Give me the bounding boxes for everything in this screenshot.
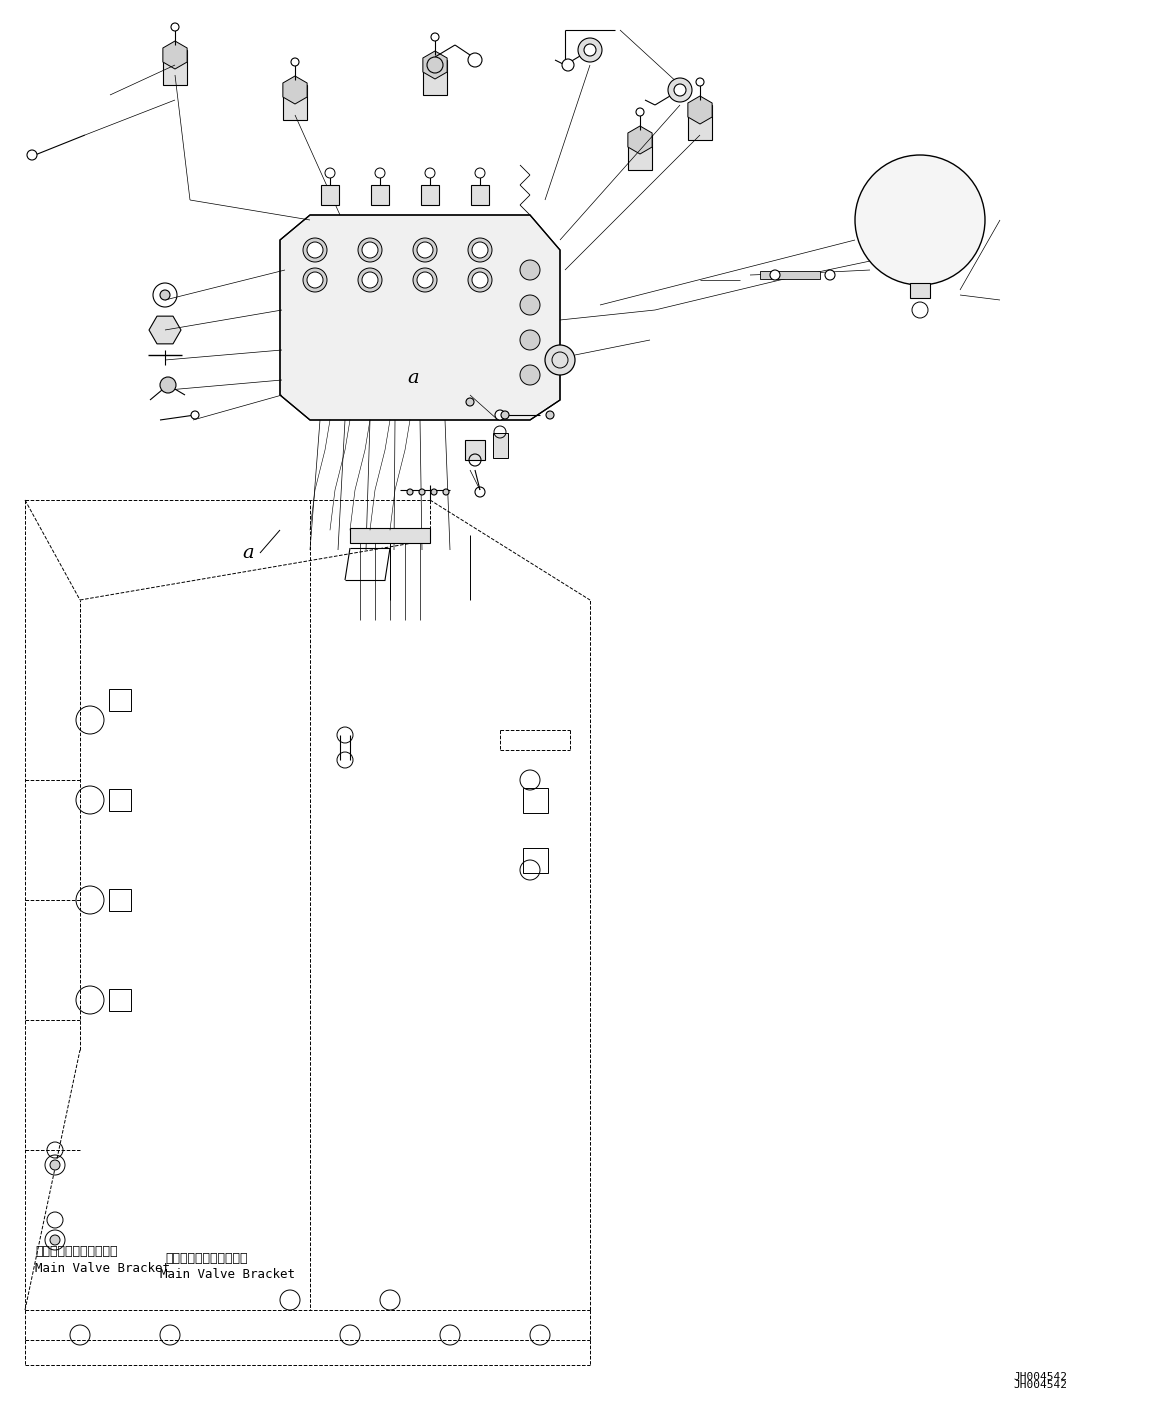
Circle shape: [636, 107, 644, 116]
Circle shape: [50, 1161, 60, 1171]
Bar: [283, 85, 307, 120]
Circle shape: [472, 241, 488, 258]
Circle shape: [472, 273, 488, 288]
Circle shape: [466, 398, 475, 407]
Circle shape: [418, 273, 433, 288]
Text: a: a: [242, 544, 254, 562]
Text: a: a: [407, 369, 419, 387]
Circle shape: [362, 273, 378, 288]
Bar: [163, 49, 187, 85]
Circle shape: [668, 78, 692, 102]
Circle shape: [855, 155, 985, 285]
Circle shape: [358, 268, 381, 292]
Circle shape: [545, 411, 554, 419]
Circle shape: [407, 489, 413, 496]
Polygon shape: [283, 76, 307, 104]
Circle shape: [431, 32, 438, 41]
Circle shape: [418, 241, 433, 258]
Bar: [471, 185, 488, 205]
Text: メインバルブブラケット: メインバルブブラケット: [165, 1251, 248, 1265]
Circle shape: [419, 489, 424, 496]
Bar: [522, 847, 548, 873]
Circle shape: [413, 268, 437, 292]
Circle shape: [27, 150, 37, 160]
Circle shape: [475, 168, 485, 178]
Circle shape: [584, 44, 595, 56]
Circle shape: [431, 489, 437, 496]
Circle shape: [307, 241, 323, 258]
Text: メインバルブブラケット: メインバルブブラケット: [35, 1245, 117, 1258]
Circle shape: [362, 241, 378, 258]
Circle shape: [304, 239, 327, 263]
Text: Main Valve Bracket: Main Valve Bracket: [35, 1262, 170, 1275]
Bar: [109, 988, 131, 1011]
Circle shape: [770, 270, 780, 280]
Circle shape: [520, 295, 540, 315]
Text: Main Valve Bracket: Main Valve Bracket: [160, 1268, 295, 1282]
Text: JH004542: JH004542: [1013, 1380, 1066, 1389]
Circle shape: [825, 270, 835, 280]
Circle shape: [291, 58, 299, 66]
Text: JH004542: JH004542: [1013, 1372, 1066, 1382]
Bar: [522, 788, 548, 812]
Circle shape: [468, 239, 492, 263]
Circle shape: [358, 239, 381, 263]
Bar: [423, 59, 447, 95]
Circle shape: [160, 289, 170, 299]
Circle shape: [501, 411, 509, 419]
Circle shape: [304, 268, 327, 292]
Bar: [350, 528, 430, 542]
Circle shape: [171, 23, 179, 31]
Bar: [759, 271, 820, 280]
Circle shape: [545, 345, 575, 376]
Bar: [492, 432, 507, 457]
Polygon shape: [280, 215, 561, 419]
Circle shape: [468, 268, 492, 292]
Circle shape: [443, 489, 449, 496]
Circle shape: [191, 411, 199, 419]
Polygon shape: [149, 316, 181, 345]
Circle shape: [374, 168, 385, 178]
Circle shape: [675, 83, 686, 96]
Bar: [909, 282, 930, 298]
Circle shape: [424, 168, 435, 178]
Circle shape: [50, 1236, 60, 1245]
Bar: [109, 689, 131, 712]
Circle shape: [520, 260, 540, 280]
Polygon shape: [628, 126, 652, 154]
Circle shape: [160, 377, 176, 393]
Circle shape: [695, 78, 704, 86]
Bar: [321, 185, 338, 205]
Circle shape: [307, 273, 323, 288]
Circle shape: [578, 38, 602, 62]
Circle shape: [520, 364, 540, 385]
Circle shape: [562, 59, 575, 71]
Bar: [109, 890, 131, 911]
Circle shape: [324, 168, 335, 178]
Polygon shape: [423, 51, 447, 79]
Bar: [371, 185, 388, 205]
Circle shape: [520, 330, 540, 350]
Circle shape: [495, 409, 505, 419]
Circle shape: [413, 239, 437, 263]
Polygon shape: [687, 96, 712, 124]
Bar: [421, 185, 438, 205]
Bar: [465, 441, 485, 460]
Circle shape: [427, 56, 443, 73]
Polygon shape: [163, 41, 187, 69]
Bar: [688, 104, 712, 140]
Bar: [109, 789, 131, 810]
Bar: [628, 136, 652, 169]
